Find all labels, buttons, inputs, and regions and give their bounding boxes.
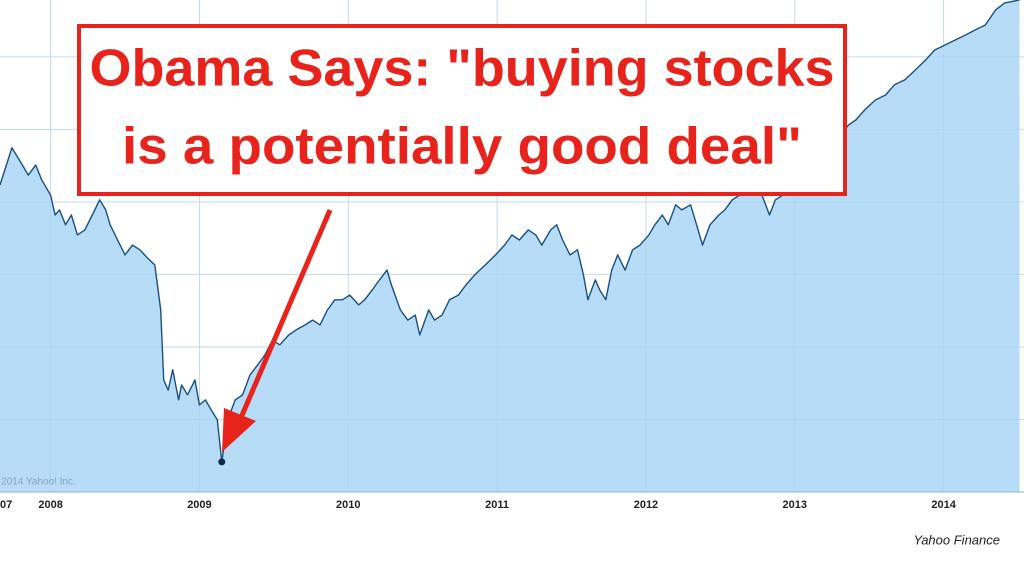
- x-tick-label: 2011: [485, 499, 509, 511]
- copyright: © 2014 Yahoo! Inc.: [0, 477, 76, 488]
- annotation-line: Obama Says: "buying stocks: [90, 40, 835, 98]
- low-point: [218, 458, 226, 466]
- x-tick-label: 2013: [783, 499, 807, 511]
- x-tick-label: 2012: [634, 499, 658, 511]
- x-tick-label: 2010: [336, 499, 360, 511]
- x-tick-label: 2008: [38, 499, 62, 511]
- x-tick-label: 2007: [0, 499, 12, 511]
- x-tick-label: 2014: [931, 499, 956, 511]
- arrow-head: [222, 408, 256, 452]
- annotation-arrow: [237, 209, 333, 421]
- source: Yahoo Finance: [914, 532, 1001, 547]
- annotation-line: is a potentially good deal": [122, 118, 802, 176]
- annotation-box: [77, 24, 847, 196]
- x-tick-labels: 2007 2008 2009 2010 2011 2012 2013 2014: [0, 499, 957, 511]
- x-tick-label: 2009: [187, 499, 211, 511]
